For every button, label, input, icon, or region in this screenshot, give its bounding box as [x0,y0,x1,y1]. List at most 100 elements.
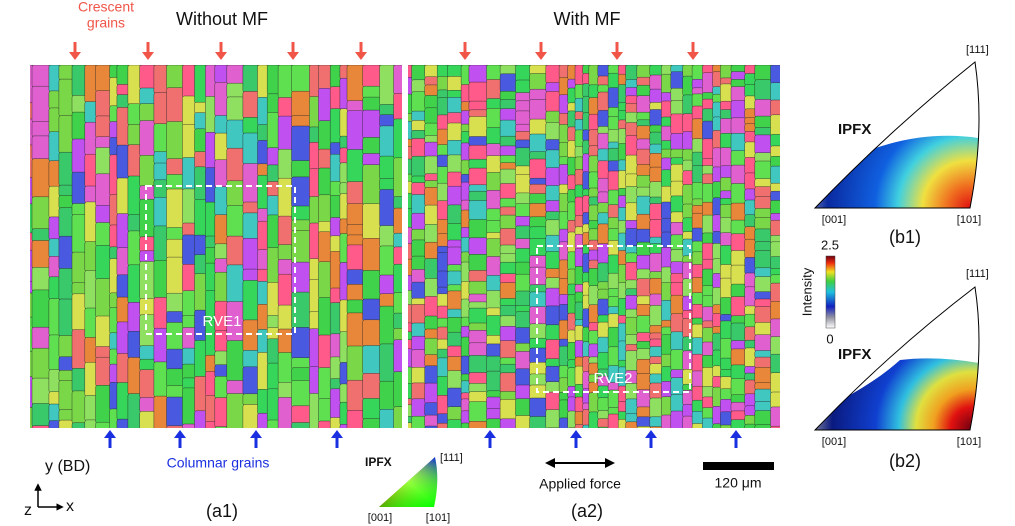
grain [499,90,517,101]
grain [618,170,627,190]
grain [682,231,694,241]
grain [558,211,569,231]
grain [499,399,517,421]
grain [411,255,427,271]
grain [153,395,168,428]
grain [702,173,714,185]
grain-arrow-head [645,430,657,438]
grain [166,311,184,324]
grain [702,98,714,110]
grain [109,194,119,227]
grain [257,281,269,306]
grain [558,417,569,428]
grain [567,78,577,90]
grain [205,421,216,428]
grain [661,185,672,204]
grain [84,65,97,103]
grain [166,425,184,428]
grain [567,283,577,296]
grain [460,236,471,254]
grain [31,135,51,160]
grain [545,305,561,326]
grain [194,376,207,412]
grain [588,322,599,332]
grain [607,346,620,367]
grain [529,183,547,195]
grain [649,346,663,358]
grain [460,65,470,86]
grain [702,386,714,399]
grain [447,65,463,78]
grain [754,291,772,301]
grain [649,153,663,169]
grain [424,204,439,226]
grain [670,222,684,237]
grain [127,124,141,146]
grain [116,382,130,421]
grain [277,259,293,276]
grain [226,96,245,122]
grain [625,398,638,415]
grain [346,312,364,348]
grain [424,122,439,137]
annotation: Crescent [78,0,134,15]
grain [754,127,772,137]
grain [84,419,97,428]
grain [226,205,245,238]
grain [468,391,488,403]
grain [754,99,772,118]
grain [636,268,651,281]
grain [48,131,61,162]
colorbar-min: 0 [826,331,833,346]
grain [588,343,599,359]
grain [588,187,599,199]
grain [529,323,547,340]
grain [447,185,463,207]
grain [529,397,547,418]
pole-title: IPFX [838,346,871,363]
grain [597,298,610,317]
grain [460,123,471,133]
grain [770,336,780,356]
grain [182,363,196,380]
grain [309,258,320,281]
grain [636,373,651,391]
grain [754,196,772,210]
grain [424,95,439,110]
grain [393,157,402,198]
grain [636,304,651,317]
grain [437,413,449,425]
grain [649,74,663,91]
grain [362,153,381,166]
grain [730,133,747,152]
grain [682,75,694,97]
grain [720,65,733,80]
grain [194,128,207,153]
grain [625,135,638,157]
pole-label: [111] [966,44,989,56]
grain [574,284,585,294]
grain [499,65,517,75]
grain [486,370,502,393]
grain [486,65,502,81]
grain [460,181,471,202]
grain [226,147,245,182]
grain [166,238,184,259]
grain [127,65,141,105]
grain [318,120,332,151]
grain-arrow-head [104,430,116,438]
grain [712,130,722,149]
grain [226,393,245,428]
colorbar-max: 2.5 [821,237,839,252]
grain [720,388,733,401]
grain [682,336,694,353]
grain [558,345,569,367]
grain [424,338,439,356]
grain [515,225,531,240]
grain [411,269,427,284]
grain [153,151,168,165]
grain [661,414,672,428]
grain [411,239,427,258]
grain [618,298,627,317]
grain [754,208,772,219]
